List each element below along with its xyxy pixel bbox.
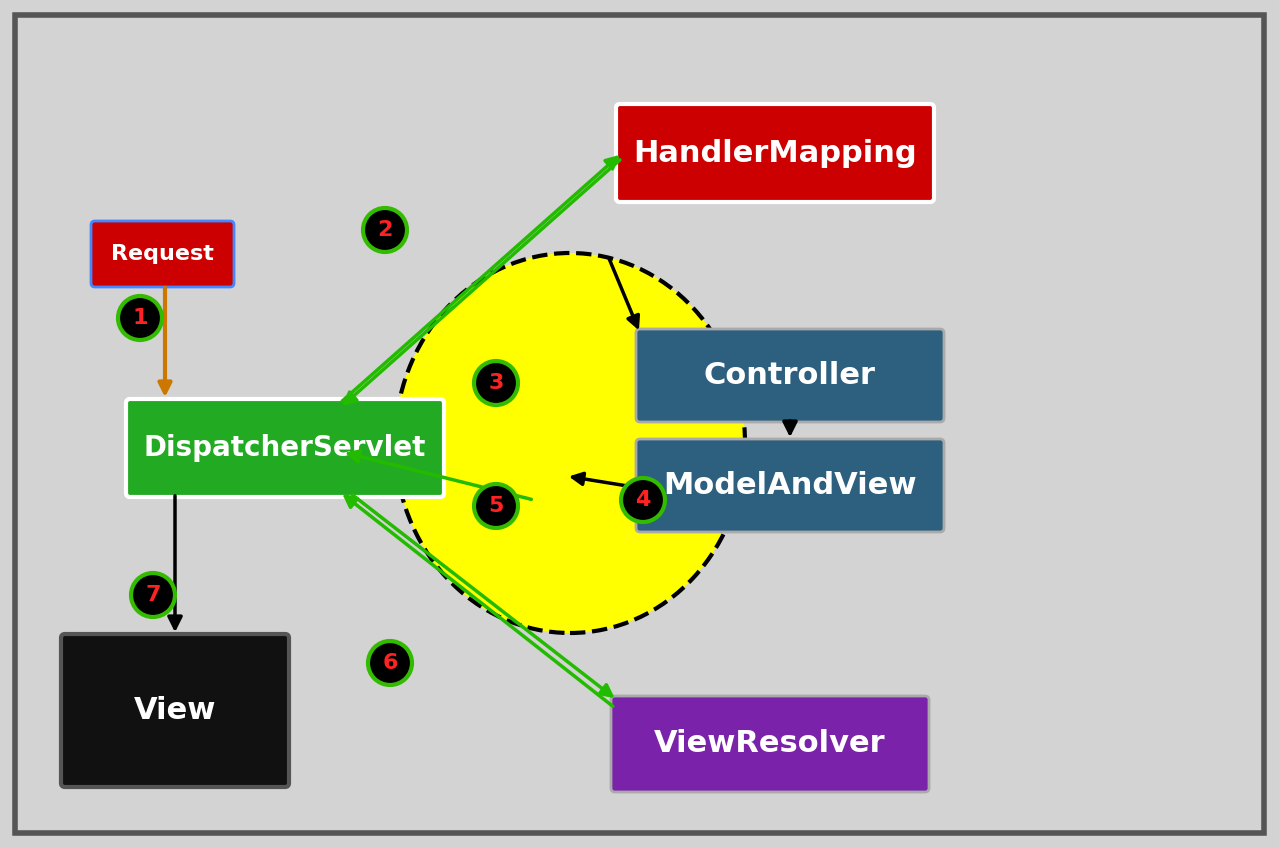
Ellipse shape [395, 253, 744, 633]
Circle shape [475, 361, 518, 405]
Text: HandlerMapping: HandlerMapping [633, 138, 917, 168]
Text: DispatcherServlet: DispatcherServlet [143, 434, 426, 462]
FancyBboxPatch shape [636, 329, 944, 422]
Text: 5: 5 [489, 496, 504, 516]
Text: Request: Request [111, 244, 214, 264]
Text: 1: 1 [132, 308, 148, 328]
FancyBboxPatch shape [636, 439, 944, 532]
FancyBboxPatch shape [616, 104, 934, 202]
Circle shape [130, 573, 175, 617]
Circle shape [368, 641, 412, 685]
FancyBboxPatch shape [15, 15, 1264, 833]
Text: View: View [134, 696, 216, 725]
Text: Controller: Controller [703, 361, 876, 390]
Text: ModelAndView: ModelAndView [664, 471, 917, 500]
Text: 6: 6 [382, 653, 398, 673]
Circle shape [475, 484, 518, 528]
FancyBboxPatch shape [61, 634, 289, 787]
FancyBboxPatch shape [127, 399, 444, 497]
Text: 2: 2 [377, 220, 393, 240]
Circle shape [622, 478, 665, 522]
Circle shape [363, 208, 407, 252]
FancyBboxPatch shape [91, 221, 234, 287]
Text: 7: 7 [146, 585, 161, 605]
Text: ViewResolver: ViewResolver [654, 729, 886, 758]
Circle shape [118, 296, 162, 340]
Text: 4: 4 [636, 490, 651, 510]
FancyBboxPatch shape [611, 696, 929, 792]
Text: 3: 3 [489, 373, 504, 393]
